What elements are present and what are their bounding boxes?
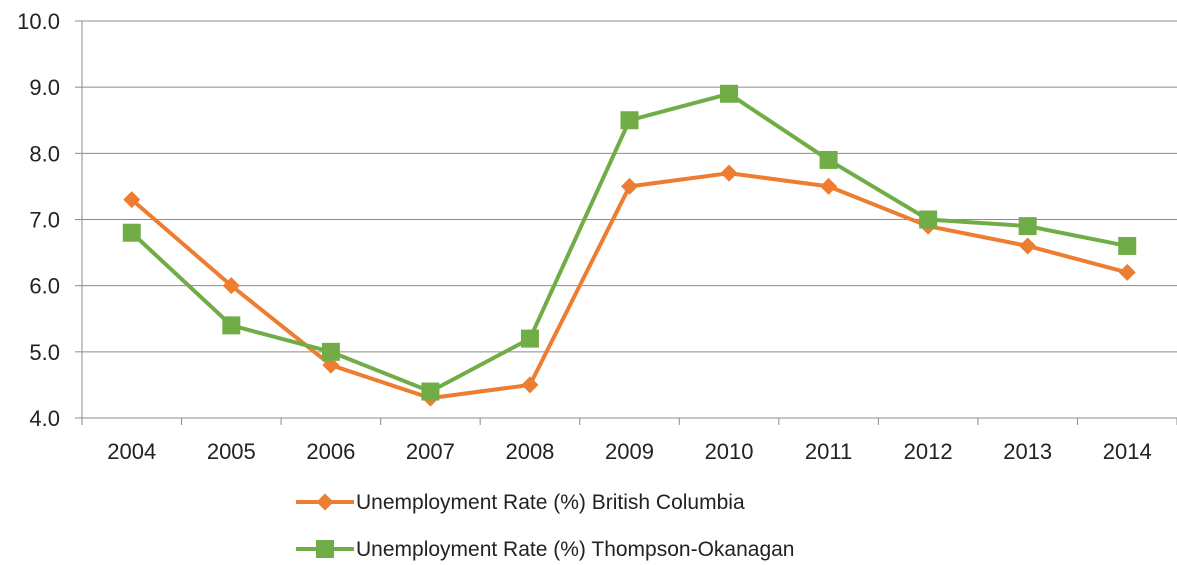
data-point-diamond	[222, 277, 240, 295]
data-point-square	[321, 342, 340, 361]
series-thompson-okanagan	[122, 84, 1137, 401]
data-point-square	[819, 150, 838, 169]
legend: Unemployment Rate (%) British Columbia Un…	[296, 491, 795, 561]
data-point-square	[1118, 236, 1137, 255]
x-tick-label: 2013	[1003, 439, 1052, 464]
x-tick-label: 2008	[505, 439, 554, 464]
data-point-square	[122, 223, 141, 242]
y-tick-label: 5.0	[29, 340, 60, 365]
x-axis-tick-labels: 2004 2005 2006 2007 2008 2009 2010 2011 2012 2013…	[107, 439, 1151, 464]
data-point-square	[620, 111, 639, 130]
x-tick-label: 2006	[306, 439, 355, 464]
y-axis-tick-labels: 4.0 5.0 6.0 7.0 8.0 9.0 10.0	[17, 9, 60, 431]
data-point-square	[421, 382, 440, 401]
gridlines	[82, 20, 1177, 353]
y-tick-label: 7.0	[29, 208, 60, 233]
y-tick-label: 8.0	[29, 141, 60, 166]
x-tick-label: 2011	[805, 439, 852, 464]
x-tick-label: 2005	[207, 439, 256, 464]
data-point-square	[720, 84, 739, 103]
legend-label: Unemployment Rate (%) Thompson-Okanagan	[356, 538, 795, 561]
data-point-diamond	[820, 177, 838, 195]
data-point-square	[1018, 217, 1037, 236]
x-tick-label: 2007	[406, 439, 455, 464]
y-tick-label: 10.0	[17, 9, 60, 34]
axes	[75, 20, 1177, 425]
data-point-diamond	[316, 493, 334, 511]
x-tick-label: 2010	[705, 439, 754, 464]
x-tick-label: 2014	[1103, 439, 1152, 464]
data-series	[122, 84, 1137, 407]
x-tick-label: 2009	[605, 439, 654, 464]
series-line	[130, 91, 1128, 394]
data-point-diamond	[123, 191, 141, 209]
data-point-square	[520, 329, 539, 348]
data-point-diamond	[1118, 263, 1136, 281]
x-tick-label: 2004	[107, 439, 156, 464]
data-point-diamond	[621, 177, 638, 195]
data-point-square	[316, 540, 334, 558]
legend-label: Unemployment Rate (%) British Columbia	[356, 491, 745, 514]
y-tick-label: 4.0	[29, 406, 60, 431]
data-point-diamond	[1019, 237, 1037, 255]
y-tick-label: 6.0	[29, 274, 60, 299]
data-point-diamond	[521, 376, 539, 394]
data-point-square	[919, 210, 938, 229]
legend-item-thompson-okanagan: Unemployment Rate (%) Thompson-Okanagan	[296, 538, 795, 561]
y-tick-label: 9.0	[29, 75, 60, 100]
legend-item-british-columbia: Unemployment Rate (%) British Columbia	[296, 491, 745, 514]
data-point-square	[222, 316, 241, 335]
x-tick-label: 2012	[904, 439, 953, 464]
data-point-diamond	[720, 164, 738, 182]
